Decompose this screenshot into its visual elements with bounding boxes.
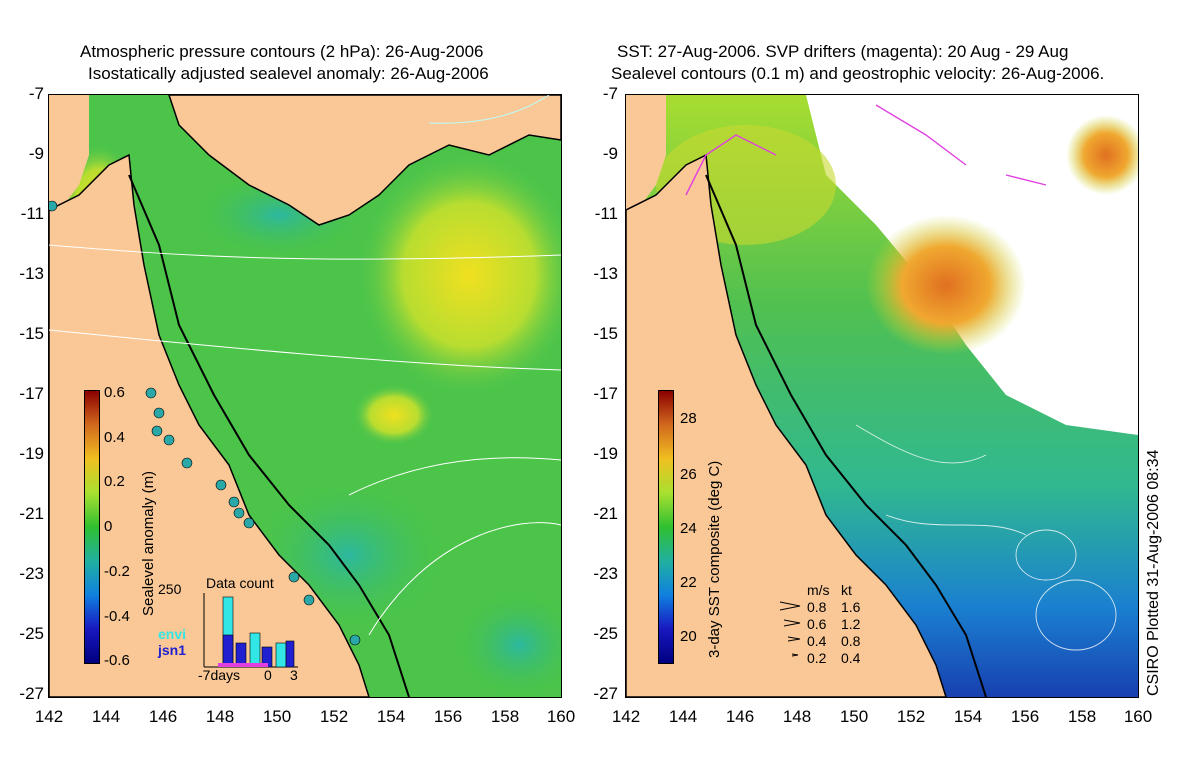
left-xtick-2: 146 [148,707,178,726]
credit-stamp: CSIRO Plotted 31-Aug-2006 08:34 [1145,449,1162,696]
left-cbar-tick-6: -0.6 [104,652,130,669]
right-ytick-10: -27 [593,684,618,703]
velocity-arrows [779,601,801,657]
left-map-canvas [49,95,561,697]
left-cbar-tick-4: -0.2 [104,563,130,580]
left-ytick-0: -7 [28,84,44,103]
right-xtick-7: 156 [1010,707,1040,726]
left-cbar-tick-1: 0.4 [104,429,125,446]
right-ytick-8: -23 [593,564,618,583]
left-cbar-tick-2: 0.2 [104,473,125,490]
right-ytick-5: -17 [593,384,618,403]
left-ytick-7: -21 [19,504,44,523]
velocity-kt-3: 0.4 [841,650,861,666]
right-ytick-1: -9 [602,144,618,163]
left-cbar-label: Sealevel anomaly (m) [140,470,157,616]
right-cbar-tick-2: 24 [680,520,697,537]
velocity-header-ms: m/s [807,582,830,598]
right-xtick-5: 152 [896,707,926,726]
left-xtick-7: 156 [433,707,463,726]
inset-xtick-2: 3 [290,667,298,683]
right-ytick-3: -13 [593,264,618,283]
left-xtick-6: 154 [376,707,406,726]
left-colorbar [84,390,100,664]
velocity-kt-1: 1.2 [841,616,861,632]
left-ytick-5: -17 [19,384,44,403]
right-map-canvas [626,95,1138,697]
velocity-kt-2: 0.8 [841,633,861,649]
right-ytick-4: -15 [593,324,618,343]
inset-title: Data count [206,575,274,591]
right-ytick-0: -7 [602,84,618,103]
left-ytick-6: -19 [19,444,44,463]
left-ytick-10: -27 [19,684,44,703]
left-map [48,94,562,698]
right-xtick-3: 148 [782,707,812,726]
data-count-inset: 250 Data count -7days 0 3 [158,575,308,685]
right-cbar-tick-1: 26 [680,466,697,483]
right-cbar-label: 3-day SST composite (deg C) [706,460,723,658]
right-title-line1: SST: 27-Aug-2006. SVP drifters (magenta)… [617,42,1069,61]
left-ytick-9: -25 [19,624,44,643]
left-cbar-tick-0: 0.6 [104,384,125,401]
right-xtick-0: 142 [611,707,641,726]
legend-jsn1: jsn1 [158,642,187,658]
right-xtick-2: 146 [725,707,755,726]
left-xtick-9: 160 [546,707,576,726]
velocity-ms-1: 0.6 [807,616,827,632]
velocity-ms-0: 0.8 [807,599,827,615]
right-xtick-8: 158 [1067,707,1097,726]
inset-xtick-1: 0 [264,667,272,683]
right-ytick-2: -11 [594,204,618,223]
right-ytick-6: -19 [593,444,618,463]
left-xtick-4: 150 [262,707,292,726]
left-xtick-3: 148 [205,707,235,726]
left-ytick-2: -11 [20,204,44,223]
left-xtick-1: 144 [91,707,121,726]
left-ytick-3: -13 [19,264,44,283]
right-cbar-tick-4: 20 [680,628,697,645]
right-map [625,94,1139,698]
inset-ymax: 250 [158,581,182,597]
legend-envi: envi [158,626,187,642]
velocity-header-kt: kt [841,582,852,598]
left-cbar-tick-3: 0 [104,518,113,535]
left-ytick-1: -9 [28,144,44,163]
right-cbar-tick-0: 28 [680,410,697,427]
left-title-line1: Atmospheric pressure contours (2 hPa): 2… [80,42,484,61]
right-ytick-9: -25 [593,624,618,643]
right-colorbar [658,390,674,664]
right-title-line2: Sealevel contours (0.1 m) and geostrophi… [611,64,1105,83]
left-xtick-0: 142 [34,707,64,726]
right-xtick-1: 144 [668,707,698,726]
velocity-ms-3: 0.2 [807,650,827,666]
velocity-kt-0: 1.6 [841,599,861,615]
left-cbar-tick-5: -0.4 [104,608,130,625]
left-xtick-8: 158 [490,707,520,726]
right-xtick-9: 160 [1123,707,1153,726]
left-title-line2: Isostatically adjusted sealevel anomaly:… [88,64,489,83]
right-ytick-7: -21 [593,504,618,523]
left-ytick-8: -23 [19,564,44,583]
inset-chart [203,593,298,668]
left-ytick-4: -15 [19,324,44,343]
inset-xtick-0: -7days [198,667,241,683]
right-cbar-tick-3: 22 [680,574,697,591]
right-xtick-4: 150 [839,707,869,726]
velocity-ms-2: 0.4 [807,633,827,649]
right-xtick-6: 154 [953,707,983,726]
left-xtick-5: 152 [319,707,349,726]
